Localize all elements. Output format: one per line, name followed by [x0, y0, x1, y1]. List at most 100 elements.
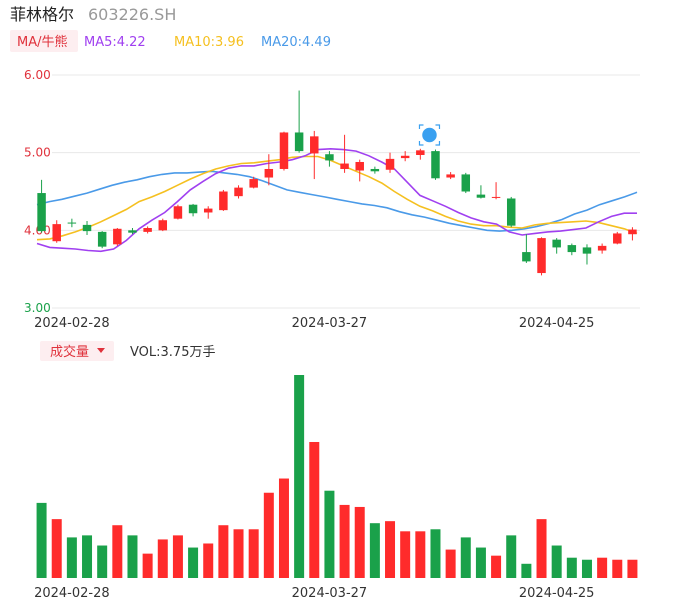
- candle: [582, 244, 592, 265]
- candle-body: [67, 222, 77, 224]
- volume-bar: [475, 547, 486, 578]
- candle: [431, 149, 440, 180]
- volume-bar: [597, 557, 608, 578]
- volume-bar: [82, 535, 93, 578]
- candle-body: [628, 229, 637, 235]
- volume-bar: [536, 519, 547, 578]
- candle: [400, 151, 410, 162]
- volume-bar: [506, 535, 517, 578]
- price-tick-label: 5.00: [24, 146, 51, 160]
- candle: [203, 206, 213, 219]
- volume-bars: [36, 375, 638, 578]
- volume-bar: [581, 559, 592, 578]
- candle-body: [325, 154, 334, 161]
- candle-body: [400, 155, 410, 159]
- candle-body: [173, 206, 183, 219]
- candle: [340, 134, 349, 173]
- candle: [461, 172, 471, 194]
- volume-bar: [142, 553, 153, 578]
- stock-code: 603226.SH: [88, 5, 176, 24]
- price-grid: [52, 74, 640, 309]
- candle-body: [416, 150, 425, 155]
- candle-body: [97, 231, 107, 247]
- candle: [385, 152, 395, 173]
- ma20-line: [36, 170, 638, 232]
- x-tick-label: 2024-02-28: [34, 586, 110, 601]
- volume-bar: [612, 559, 623, 578]
- volume-bar: [415, 531, 426, 578]
- candle-body: [279, 132, 289, 169]
- candle: [476, 185, 486, 199]
- candle-body: [249, 179, 258, 188]
- volume-bar: [51, 519, 62, 578]
- candle-body: [310, 136, 319, 154]
- candle: [249, 176, 258, 189]
- indicator-tag-bg[interactable]: [10, 30, 78, 52]
- ma10-label: MA10:3.96: [174, 35, 244, 50]
- volume-bar: [294, 375, 305, 578]
- candle-body: [613, 233, 622, 244]
- candle-body: [597, 245, 607, 251]
- volume-bar: [172, 535, 183, 578]
- candle: [597, 243, 607, 254]
- moving-average-lines: [36, 147, 638, 253]
- candle: [219, 189, 228, 211]
- volume-bar: [112, 525, 123, 578]
- candle-body: [431, 151, 440, 179]
- candle: [67, 218, 77, 228]
- candle-body: [370, 168, 380, 172]
- candle-body: [552, 239, 561, 248]
- candle: [264, 154, 274, 186]
- candle: [628, 227, 637, 241]
- volume-bar: [339, 504, 350, 578]
- candle-body: [355, 161, 364, 171]
- x-tick-label: 2024-03-27: [292, 316, 368, 331]
- candle: [158, 218, 168, 232]
- volume-bar: [66, 537, 77, 578]
- volume-bar: [218, 525, 229, 578]
- volume-tag[interactable]: 成交量: [50, 344, 89, 360]
- candle: [355, 159, 364, 182]
- volume-bar: [491, 555, 502, 578]
- signal-badge-icon[interactable]: [420, 126, 439, 144]
- candle: [537, 237, 546, 276]
- candle: [188, 203, 198, 217]
- volume-bar: [369, 523, 380, 578]
- candle: [446, 172, 455, 180]
- candle: [567, 243, 577, 256]
- candle-body: [113, 228, 122, 245]
- volume-label: VOL:3.75万手: [130, 345, 215, 360]
- candle-body: [340, 163, 349, 169]
- candle-body: [522, 252, 531, 262]
- volume-bar: [354, 506, 365, 578]
- candle: [491, 182, 501, 200]
- price-x-axis: 2024-02-28 2024-03-27 2024-04-25: [34, 316, 594, 331]
- volume-bar: [36, 502, 47, 578]
- ma5-line: [36, 147, 637, 253]
- volume-tag-bg[interactable]: [40, 341, 114, 361]
- signal-marker[interactable]: [418, 124, 441, 146]
- candle: [52, 220, 61, 243]
- stock-name: 菲林格尔: [10, 5, 74, 24]
- candle-body: [188, 204, 198, 214]
- volume-bar: [627, 559, 638, 578]
- volume-bar: [188, 547, 199, 578]
- candle: [143, 226, 152, 234]
- volume-bar: [127, 535, 138, 578]
- candle-body: [491, 196, 501, 198]
- volume-bar: [385, 521, 396, 578]
- candle: [173, 204, 183, 220]
- volume-bar: [400, 531, 411, 578]
- candle: [128, 228, 137, 235]
- candle: [613, 231, 622, 245]
- x-tick-label: 2024-04-25: [519, 316, 595, 331]
- candle-body: [82, 224, 92, 232]
- candle-body: [37, 193, 46, 232]
- chevron-down-icon[interactable]: [97, 348, 105, 353]
- volume-bar: [263, 492, 274, 578]
- candle-body: [446, 174, 455, 178]
- candle: [310, 130, 319, 180]
- volume-bar: [97, 545, 108, 578]
- volume-bar: [309, 441, 320, 578]
- indicator-tag[interactable]: MA/牛熊: [17, 34, 68, 50]
